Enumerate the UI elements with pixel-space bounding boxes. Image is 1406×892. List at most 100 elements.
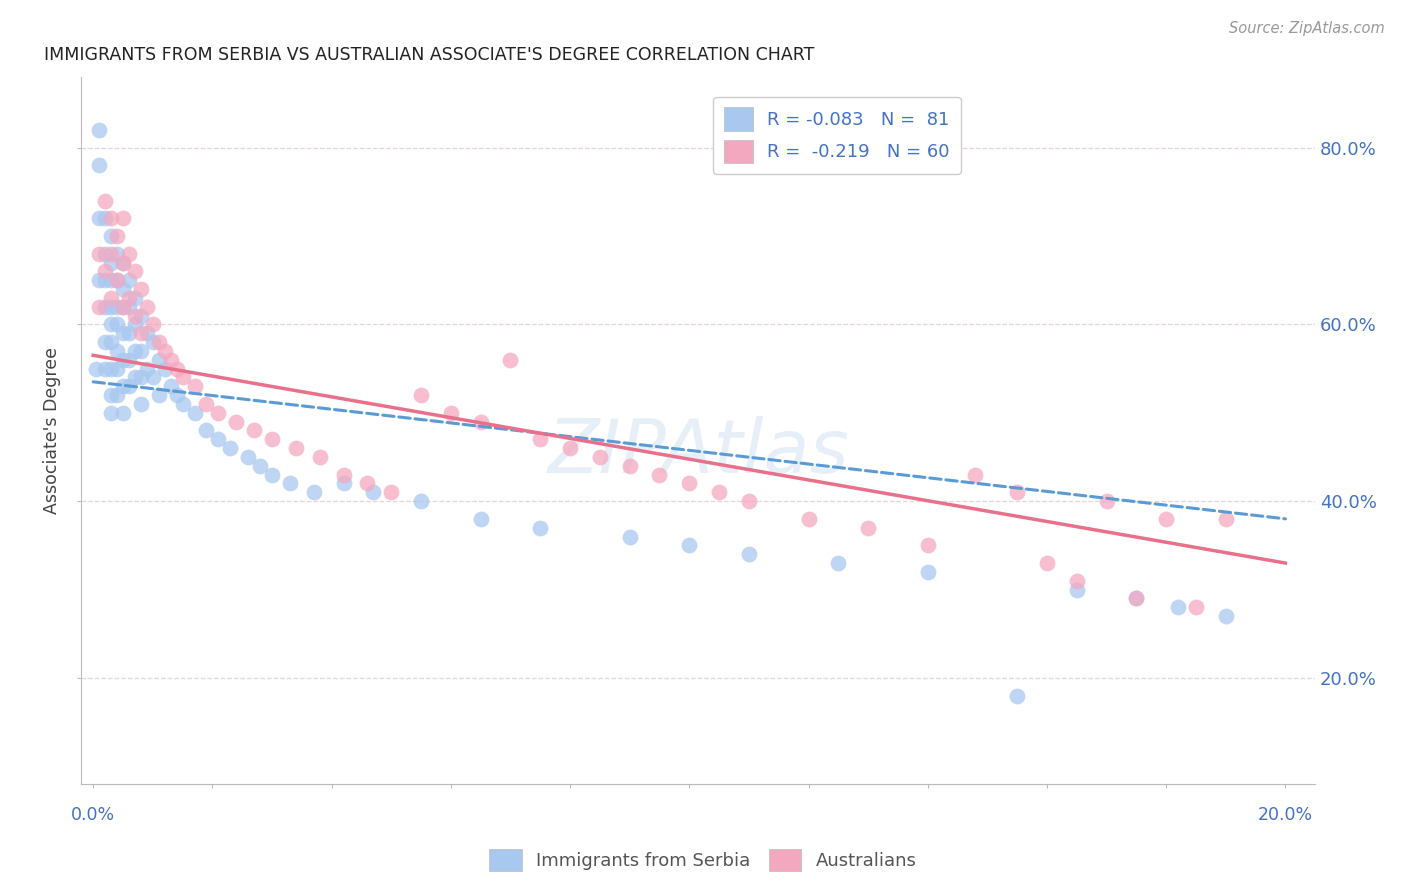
Point — [363, 485, 385, 500]
Point — [100, 211, 122, 226]
Point — [470, 512, 492, 526]
Point — [142, 318, 165, 332]
Point — [129, 397, 152, 411]
Point — [1005, 485, 1028, 500]
Point — [111, 211, 134, 226]
Point — [89, 273, 111, 287]
Point — [1095, 494, 1118, 508]
Point — [129, 326, 152, 341]
Point — [89, 211, 111, 226]
Point — [94, 194, 117, 208]
Point — [124, 343, 146, 358]
Point — [118, 379, 141, 393]
Point — [105, 361, 128, 376]
Point — [260, 467, 283, 482]
Point — [153, 361, 176, 376]
Point — [529, 432, 551, 446]
Point — [111, 379, 134, 393]
Point — [100, 273, 122, 287]
Point — [100, 388, 122, 402]
Text: IMMIGRANTS FROM SERBIA VS AUSTRALIAN ASSOCIATE'S DEGREE CORRELATION CHART: IMMIGRANTS FROM SERBIA VS AUSTRALIAN ASS… — [44, 46, 814, 64]
Point — [917, 565, 939, 579]
Point — [619, 458, 641, 473]
Point — [1215, 512, 1237, 526]
Point — [148, 334, 170, 349]
Point — [100, 229, 122, 244]
Point — [111, 300, 134, 314]
Point — [249, 458, 271, 473]
Point — [111, 406, 134, 420]
Point — [409, 388, 432, 402]
Point — [105, 246, 128, 260]
Point — [183, 406, 205, 420]
Point — [380, 485, 402, 500]
Point — [111, 255, 134, 269]
Point — [105, 343, 128, 358]
Point — [129, 343, 152, 358]
Point — [207, 432, 229, 446]
Point — [124, 264, 146, 278]
Point — [409, 494, 432, 508]
Point — [856, 521, 879, 535]
Point — [356, 476, 378, 491]
Point — [332, 476, 354, 491]
Point — [100, 406, 122, 420]
Point — [94, 264, 117, 278]
Point — [135, 361, 157, 376]
Point — [89, 246, 111, 260]
Point — [243, 424, 266, 438]
Point — [94, 300, 117, 314]
Point — [589, 450, 612, 464]
Point — [111, 300, 134, 314]
Point — [1125, 591, 1147, 606]
Point — [118, 291, 141, 305]
Point — [797, 512, 820, 526]
Legend: Immigrants from Serbia, Australians: Immigrants from Serbia, Australians — [482, 842, 924, 879]
Point — [678, 476, 700, 491]
Point — [1036, 556, 1059, 570]
Point — [129, 309, 152, 323]
Point — [100, 334, 122, 349]
Point — [94, 361, 117, 376]
Text: 0.0%: 0.0% — [72, 806, 115, 824]
Point — [124, 318, 146, 332]
Point — [827, 556, 849, 570]
Point — [153, 343, 176, 358]
Point — [111, 326, 134, 341]
Text: ZIPAtlas: ZIPAtlas — [547, 416, 849, 488]
Point — [558, 441, 581, 455]
Text: 20.0%: 20.0% — [1258, 806, 1313, 824]
Point — [94, 211, 117, 226]
Point — [308, 450, 330, 464]
Point — [917, 538, 939, 552]
Legend: R = -0.083   N =  81, R =  -0.219   N = 60: R = -0.083 N = 81, R = -0.219 N = 60 — [713, 96, 960, 174]
Point — [965, 467, 987, 482]
Point — [260, 432, 283, 446]
Point — [129, 370, 152, 384]
Point — [195, 397, 218, 411]
Point — [124, 291, 146, 305]
Point — [94, 334, 117, 349]
Point — [142, 370, 165, 384]
Point — [166, 361, 188, 376]
Point — [238, 450, 260, 464]
Point — [118, 300, 141, 314]
Point — [94, 273, 117, 287]
Point — [135, 326, 157, 341]
Point — [148, 388, 170, 402]
Point — [111, 282, 134, 296]
Point — [470, 415, 492, 429]
Point — [118, 273, 141, 287]
Point — [100, 246, 122, 260]
Point — [105, 388, 128, 402]
Point — [118, 246, 141, 260]
Point — [1215, 609, 1237, 624]
Point — [118, 326, 141, 341]
Point — [124, 370, 146, 384]
Point — [100, 300, 122, 314]
Point — [172, 397, 194, 411]
Text: Source: ZipAtlas.com: Source: ZipAtlas.com — [1229, 21, 1385, 36]
Point — [100, 318, 122, 332]
Point — [89, 158, 111, 172]
Point — [124, 309, 146, 323]
